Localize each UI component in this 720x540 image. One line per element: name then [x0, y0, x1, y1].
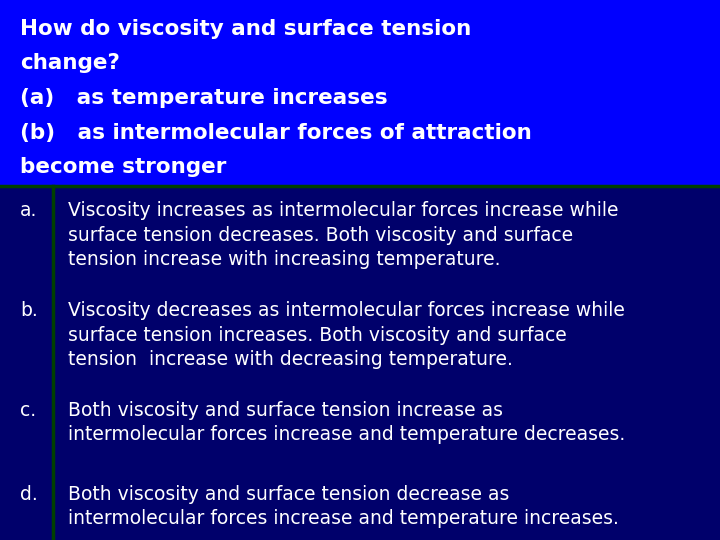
Text: Both viscosity and surface tension increase as
intermolecular forces increase an: Both viscosity and surface tension incre… [68, 401, 626, 444]
FancyBboxPatch shape [0, 0, 720, 186]
Text: change?: change? [20, 53, 120, 73]
Text: become stronger: become stronger [20, 157, 227, 177]
Text: (b)   as intermolecular forces of attraction: (b) as intermolecular forces of attracti… [20, 123, 532, 143]
Text: Viscosity increases as intermolecular forces increase while
surface tension decr: Viscosity increases as intermolecular fo… [68, 201, 619, 269]
Text: a.: a. [20, 201, 37, 220]
Text: d.: d. [20, 485, 38, 504]
Text: c.: c. [20, 401, 36, 420]
Text: Both viscosity and surface tension decrease as
intermolecular forces increase an: Both viscosity and surface tension decre… [68, 485, 619, 528]
Text: b.: b. [20, 301, 38, 320]
Text: Viscosity decreases as intermolecular forces increase while
surface tension incr: Viscosity decreases as intermolecular fo… [68, 301, 625, 369]
Text: (a)   as temperature increases: (a) as temperature increases [20, 88, 388, 108]
Text: How do viscosity and surface tension: How do viscosity and surface tension [20, 19, 472, 39]
